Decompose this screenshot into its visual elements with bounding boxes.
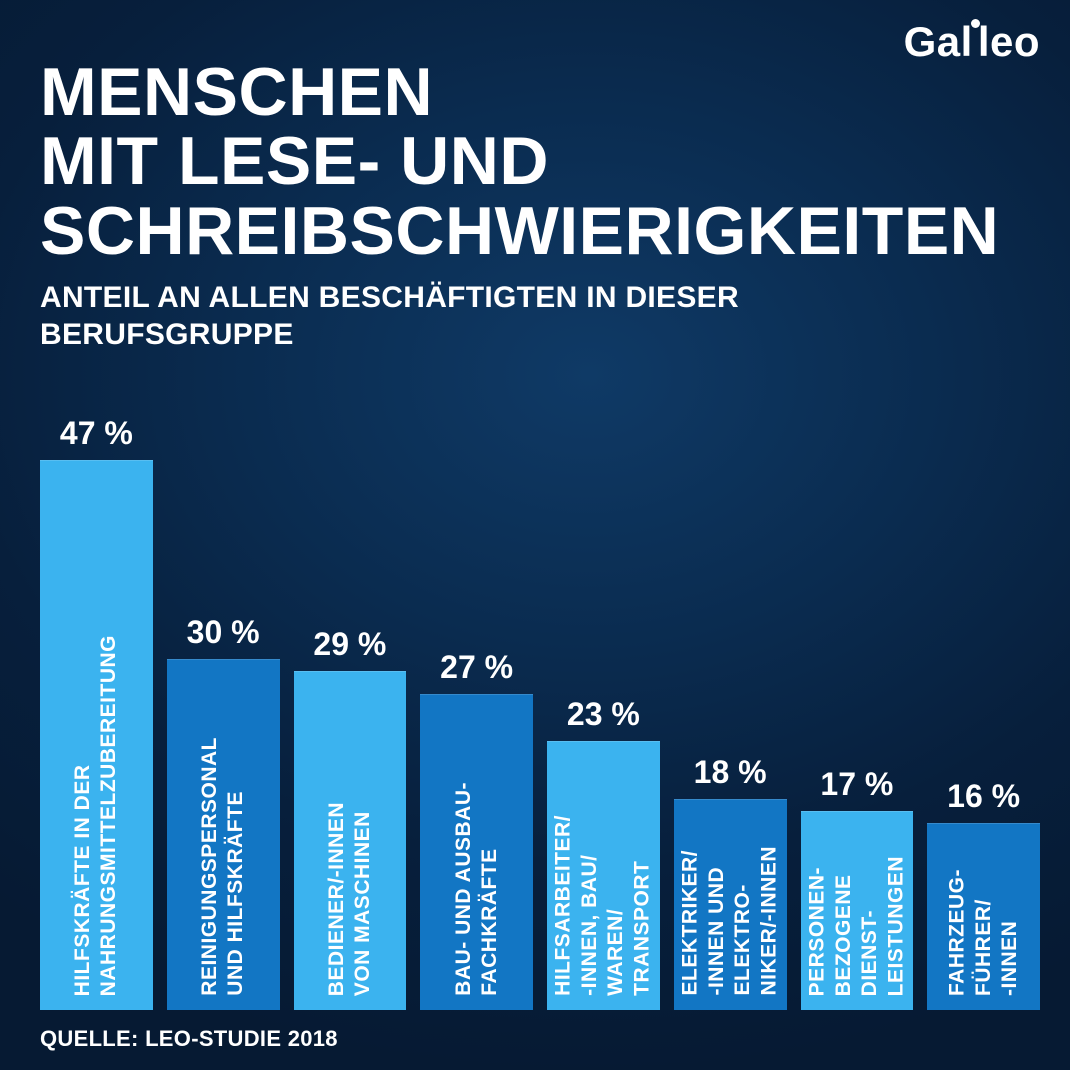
subtitle-line: BERUFSGRUPPE	[40, 317, 739, 354]
bar-value: 47 %	[40, 415, 153, 452]
source-citation: QUELLE: LEO-STUDIE 2018	[40, 1026, 338, 1052]
bar: ELEKTRIKER/ -INNEN UND ELEKTRO- NIKER/-I…	[674, 799, 787, 1010]
bar-label: FAHRZEUG- FÜHRER/ -INNEN	[944, 869, 1023, 996]
bar-wrap: 17 % PERSONEN- BEZOGENE DIENST- LEISTUNGE…	[801, 766, 914, 1010]
subtitle: ANTEIL AN ALLEN BESCHÄFTIGTEN IN DIESER …	[40, 280, 739, 353]
bar-value: 29 %	[294, 626, 407, 663]
bar-label: HILFSKRÄFTE IN DER NAHRUNGSMITTELZUBEREI…	[70, 635, 123, 996]
bar: BEDIENER/-INNEN VON MASCHINEN	[294, 671, 407, 1010]
bar: HILFSARBEITER/ -INNEN, BAU/ WAREN/ TRANS…	[547, 741, 660, 1010]
bar-wrap: 18 % ELEKTRIKER/ -INNEN UND ELEKTRO- NIKE…	[674, 754, 787, 1010]
bar: REINIGUNGSPERSONAL UND HILFSKRÄFTE	[167, 659, 280, 1010]
bar: PERSONEN- BEZOGENE DIENST- LEISTUNGEN	[801, 811, 914, 1010]
bar-value: 16 %	[927, 778, 1040, 815]
bar-value: 23 %	[547, 696, 660, 733]
title-line: MENSCHEN	[40, 58, 999, 127]
infographic-canvas: Galleo MENSCHEN MIT LESE- UND SCHREIBSCH…	[0, 0, 1070, 1070]
bar-label: ELEKTRIKER/ -INNEN UND ELEKTRO- NIKER/-I…	[678, 846, 783, 996]
bar: FAHRZEUG- FÜHRER/ -INNEN	[927, 823, 1040, 1010]
title-line: SCHREIBSCHWIERIGKEITEN	[40, 197, 999, 266]
bar-wrap: 29 % BEDIENER/-INNEN VON MASCHINEN	[294, 626, 407, 1010]
bar-wrap: 47 % HILFSKRÄFTE IN DER NAHRUNGSMITTELZUB…	[40, 415, 153, 1010]
bar-value: 18 %	[674, 754, 787, 791]
bar: BAU- UND AUSBAU- FACHKRÄFTE	[420, 694, 533, 1010]
bar-value: 17 %	[801, 766, 914, 803]
bar-label: HILFSARBEITER/ -INNEN, BAU/ WAREN/ TRANS…	[551, 815, 656, 996]
bar-wrap: 23 % HILFSARBEITER/ -INNEN, BAU/ WAREN/ T…	[547, 696, 660, 1010]
main-title: MENSCHEN MIT LESE- UND SCHREIBSCHWIERIGK…	[40, 58, 999, 266]
bar-value: 30 %	[167, 614, 280, 651]
bar-chart: 47 % HILFSKRÄFTE IN DER NAHRUNGSMITTELZUB…	[40, 410, 1040, 1010]
bar: HILFSKRÄFTE IN DER NAHRUNGSMITTELZUBEREI…	[40, 460, 153, 1010]
bar-wrap: 27 % BAU- UND AUSBAU- FACHKRÄFTE	[420, 649, 533, 1010]
bar-label: PERSONEN- BEZOGENE DIENST- LEISTUNGEN	[804, 856, 909, 996]
bar-label: REINIGUNGSPERSONAL UND HILFSKRÄFTE	[197, 737, 250, 996]
bar-label: BEDIENER/-INNEN VON MASCHINEN	[324, 802, 377, 996]
bar-wrap: 16 % FAHRZEUG- FÜHRER/ -INNEN	[927, 778, 1040, 1010]
bar-label: BAU- UND AUSBAU- FACHKRÄFTE	[450, 782, 503, 996]
bar-value: 27 %	[420, 649, 533, 686]
subtitle-line: ANTEIL AN ALLEN BESCHÄFTIGTEN IN DIESER	[40, 280, 739, 317]
title-line: MIT LESE- UND	[40, 127, 999, 196]
bar-wrap: 30 % REINIGUNGSPERSONAL UND HILFSKRÄFTE	[167, 614, 280, 1010]
